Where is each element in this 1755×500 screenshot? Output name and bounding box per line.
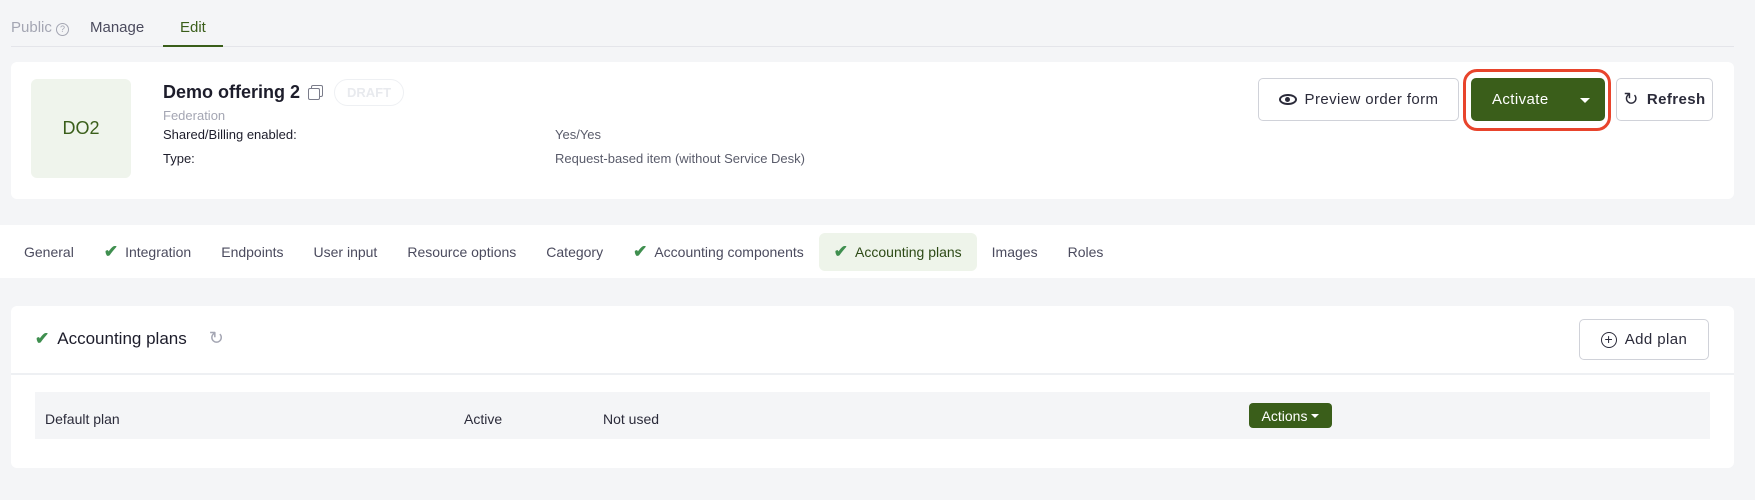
plans-divider [11,373,1734,375]
refresh-icon: ↻ [1623,89,1639,109]
tab-public-label: Public [11,19,52,36]
tab-label: Resource options [407,243,517,260]
tab-integration[interactable]: ✔ Integration [89,233,206,271]
check-icon: ✔ [35,328,50,348]
add-plan-button[interactable]: + Add plan [1579,319,1709,360]
edit-tab-bar: General ✔ Integration Endpoints User inpu… [0,225,1755,278]
tab-label: General [24,243,74,260]
tab-manage[interactable]: Manage [90,19,145,36]
check-icon: ✔ [633,241,648,261]
activate-label: Activate [1492,91,1549,108]
preview-order-form-button[interactable]: Preview order form [1258,78,1459,121]
tab-images[interactable]: Images [977,233,1053,271]
tab-public[interactable]: Public ? [11,19,70,36]
field-value: Yes/Yes [555,127,602,142]
tab-edit-underline [163,45,223,47]
caret-down-icon[interactable] [1580,98,1590,103]
offering-organization: Federation [163,108,226,123]
check-icon: ✔ [103,241,119,261]
actions-label: Actions [1261,407,1308,424]
tab-endpoints[interactable]: Endpoints [206,233,298,271]
tab-edit[interactable]: Edit [180,19,206,36]
accounting-plans-card: ✔ Accounting plans ↻ + Add plan Default … [11,306,1734,468]
tab-label: Accounting plans [855,243,962,260]
tab-user-input[interactable]: User input [299,233,393,271]
add-plan-label: Add plan [1624,331,1688,348]
field-value: Request-based item (without Service Desk… [555,151,805,166]
actions-dropdown-button[interactable]: Actions [1249,403,1332,428]
help-icon: ? [56,23,70,36]
reload-icon[interactable]: ↻ [208,328,224,348]
top-tabs-divider [11,46,1734,47]
tab-accounting-components[interactable]: ✔ Accounting components [618,233,819,271]
tab-label: Integration [125,243,192,260]
status-badge: DRAFT [334,79,405,106]
tab-resource-options[interactable]: Resource options [392,233,531,271]
tab-label: Images [991,243,1038,260]
eye-icon [1278,94,1297,105]
tab-label: Accounting components [654,243,804,260]
check-icon: ✔ [833,241,849,261]
tab-roles[interactable]: Roles [1053,233,1119,271]
copy-icon[interactable] [308,88,321,100]
field-label: Type: [163,151,195,166]
highlight-ring [1463,69,1611,131]
tab-category[interactable]: Category [531,233,618,271]
offering-logo: DO2 [31,79,131,178]
field-label: Shared/Billing enabled: [163,127,297,142]
plans-header: ✔ Accounting plans ↻ [35,328,224,349]
refresh-button[interactable]: ↻ Refresh [1616,78,1713,121]
tab-label: Category [546,243,604,260]
refresh-label: Refresh [1646,91,1706,108]
tab-label: Endpoints [221,243,284,260]
plan-name: Default plan [45,411,120,427]
offering-title-row: Demo offering 2 DRAFT [163,79,405,106]
tab-accounting-plans[interactable]: ✔ Accounting plans [818,232,977,271]
plan-status: Active [464,411,503,427]
table-row: Default plan Active Not used Actions [35,392,1710,439]
preview-label: Preview order form [1304,91,1439,108]
tab-label: User input [313,243,378,260]
plans-title: Accounting plans [57,328,187,348]
tab-label: Roles [1067,243,1104,260]
caret-down-icon [1311,413,1320,418]
plus-circle-icon: + [1600,331,1617,348]
plan-usage: Not used [603,411,660,427]
tab-general[interactable]: General [9,233,89,271]
activate-button[interactable]: Activate [1471,78,1605,121]
offering-title: Demo offering 2 [163,82,301,102]
